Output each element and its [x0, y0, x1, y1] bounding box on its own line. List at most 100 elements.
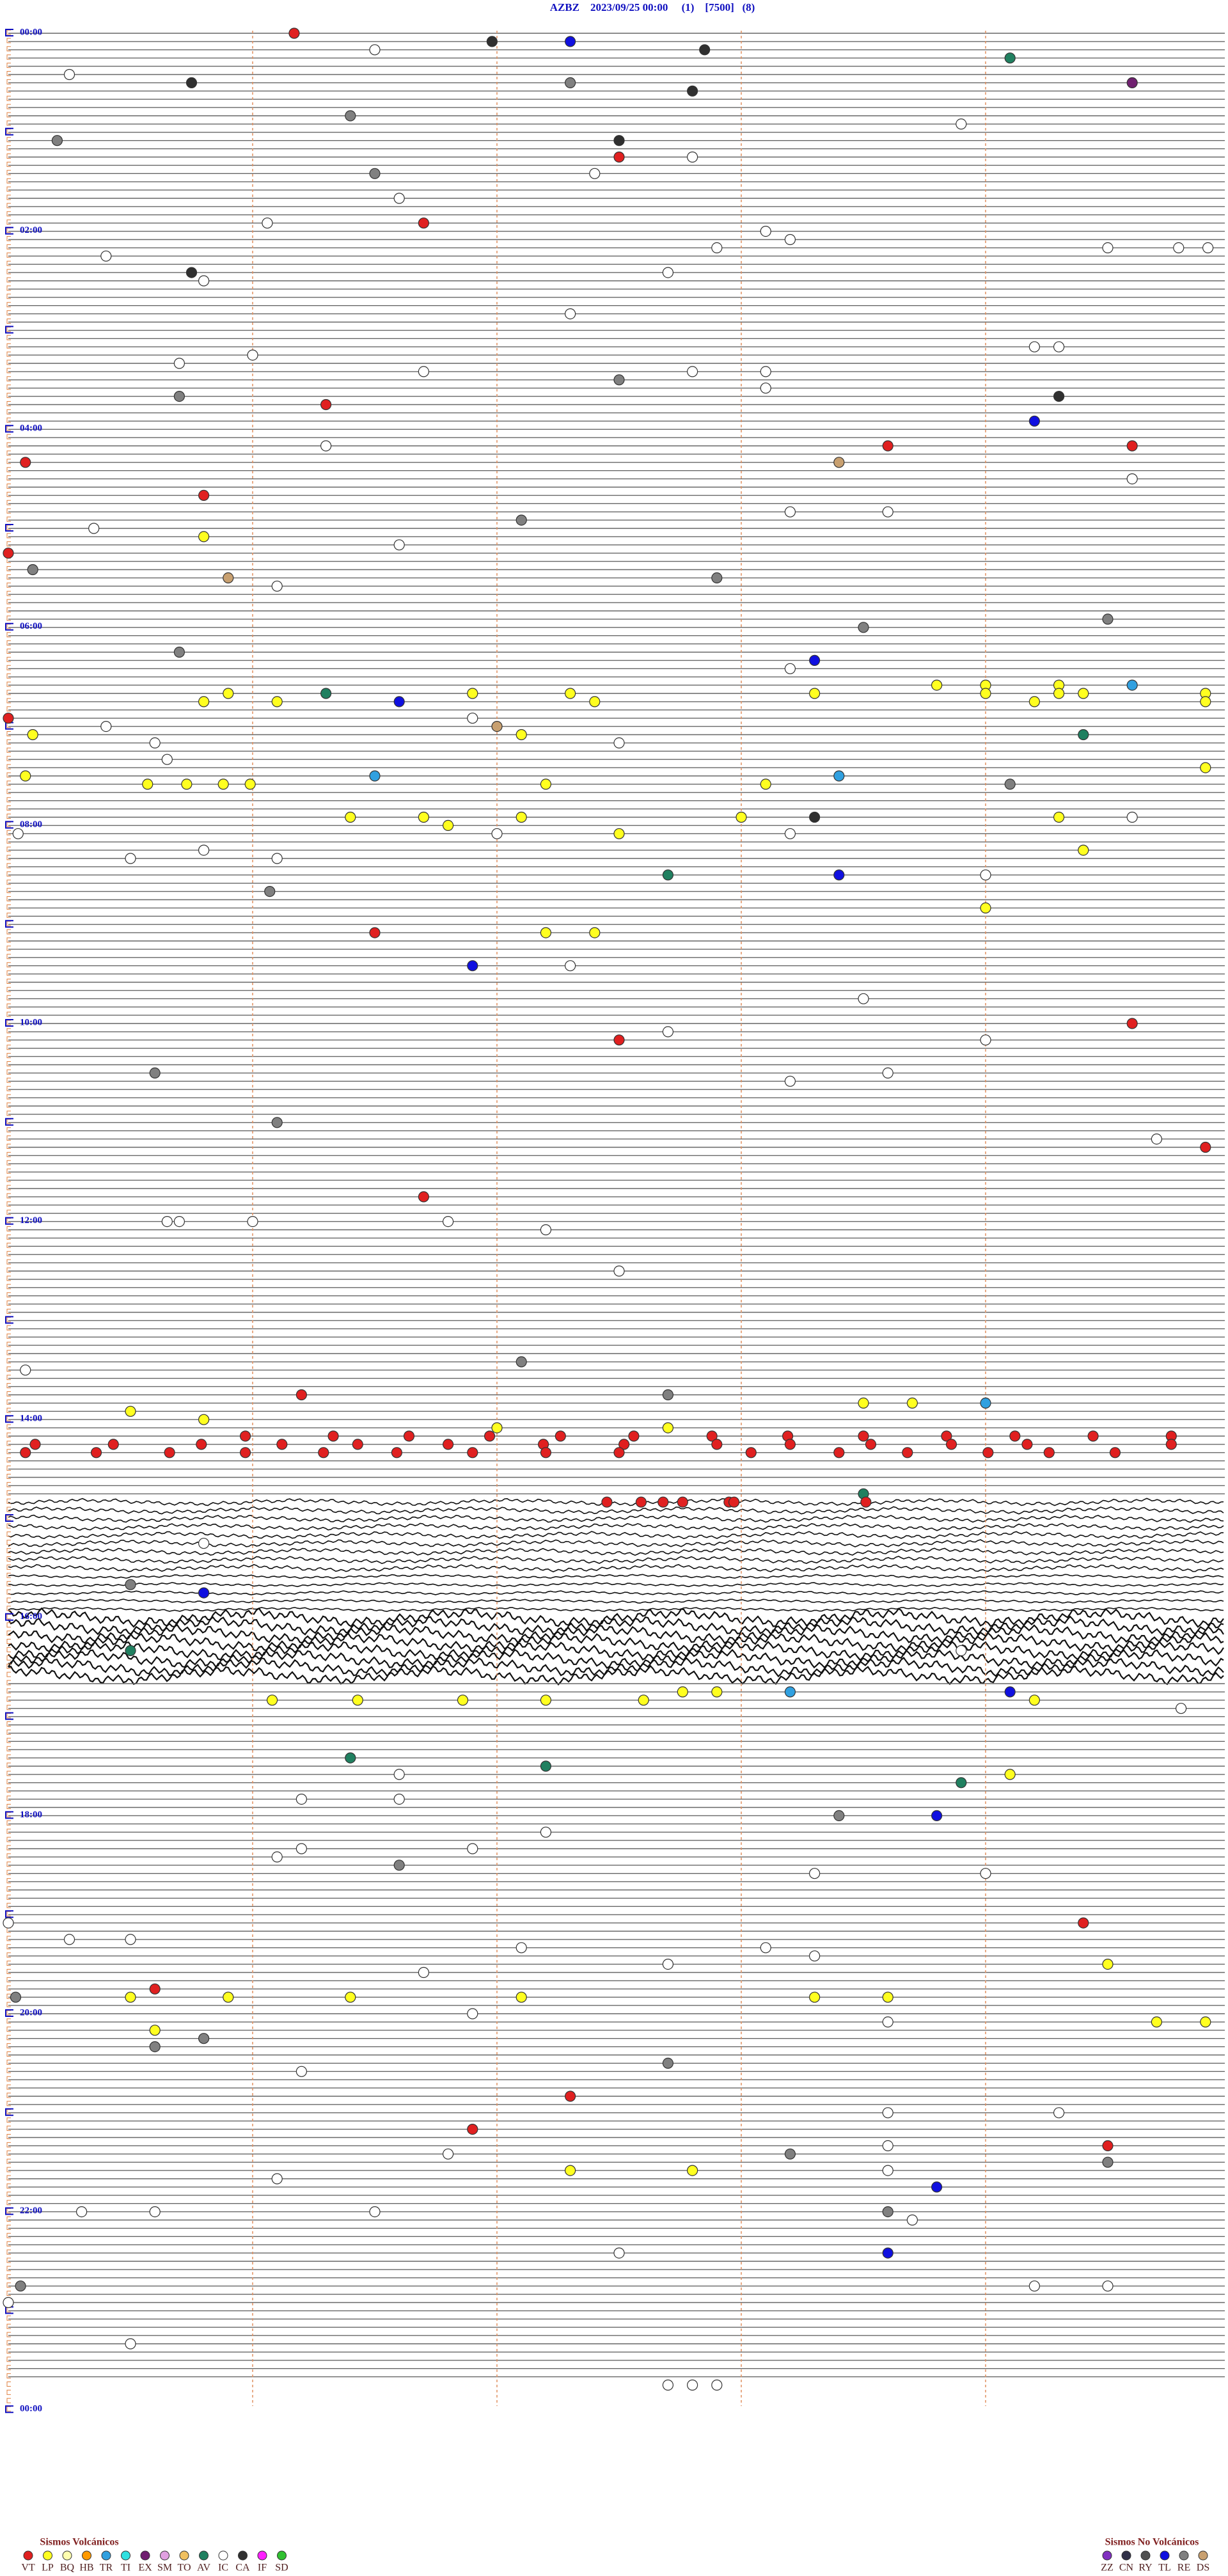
- event: [564, 308, 576, 320]
- event: [1043, 1447, 1055, 1458]
- legend-swatch: [238, 2550, 248, 2561]
- row-tick: [6, 615, 11, 621]
- event: [540, 1760, 552, 1772]
- event: [736, 811, 747, 823]
- row-tick: [6, 1796, 11, 1801]
- row-tick: [6, 1531, 11, 1537]
- legend-label: TL: [1158, 2563, 1171, 2573]
- event: [516, 514, 527, 526]
- event: [125, 1405, 136, 1417]
- row-tick: [6, 1969, 11, 1974]
- legend-swatch: [1198, 2550, 1208, 2561]
- row-tick: [6, 1094, 11, 1100]
- event: [239, 1447, 251, 1458]
- row-tick: [6, 2092, 11, 2098]
- row-tick: [6, 384, 11, 390]
- row-tick: [6, 772, 11, 778]
- event: [711, 1439, 723, 1450]
- row-tick: [6, 764, 11, 770]
- event: [198, 1538, 210, 1549]
- trace: [8, 1514, 1224, 1523]
- event: [662, 1959, 674, 1970]
- event: [393, 1794, 405, 1805]
- row-tick: [6, 2134, 11, 2139]
- event: [1102, 613, 1114, 625]
- event: [1053, 688, 1065, 699]
- event: [784, 2148, 796, 2160]
- event: [662, 2379, 674, 2391]
- row-tick: [6, 376, 11, 382]
- row-tick: [6, 1581, 11, 1586]
- row-tick: [6, 1614, 11, 1620]
- row-tick: [6, 1028, 11, 1034]
- event: [613, 151, 625, 163]
- row-tick: [6, 673, 11, 679]
- trace: [8, 1539, 1224, 1548]
- event: [613, 737, 625, 749]
- event: [882, 440, 893, 452]
- event: [956, 1777, 967, 1789]
- row-tick: [6, 838, 11, 844]
- trace: [8, 1497, 1224, 1506]
- row-tick: [6, 1383, 11, 1389]
- row-tick: [6, 962, 11, 968]
- row-tick: [6, 1466, 11, 1471]
- event: [858, 622, 869, 633]
- event: [784, 233, 796, 246]
- hour-marker: [5, 2207, 13, 2215]
- hour-label: 10:00: [20, 1017, 42, 1027]
- hour-label: 02:00: [20, 225, 42, 235]
- row-tick: [6, 219, 11, 225]
- trace: [8, 1590, 1224, 1596]
- row-tick: [6, 211, 11, 217]
- event: [540, 1224, 552, 1236]
- row-tick: [6, 2373, 11, 2379]
- hour-marker: [5, 622, 13, 631]
- row-tick: [6, 1432, 11, 1438]
- event: [173, 646, 185, 658]
- row-tick: [6, 112, 11, 118]
- event: [271, 2173, 283, 2185]
- row-tick: [6, 929, 11, 935]
- event: [1078, 729, 1089, 741]
- event: [15, 2280, 26, 2292]
- event: [27, 729, 38, 741]
- event: [635, 1496, 647, 1508]
- row-tick: [6, 1870, 11, 1876]
- row-tick: [6, 2282, 11, 2288]
- row-tick: [6, 1498, 11, 1504]
- row-tick: [6, 1828, 11, 1834]
- row-tick: [6, 2158, 11, 2164]
- row-tick: [6, 1391, 11, 1396]
- event: [3, 1917, 14, 1929]
- event: [728, 1496, 740, 1508]
- row-tick: [6, 79, 11, 84]
- row-tick: [6, 1911, 11, 1916]
- row-tick: [6, 2382, 11, 2387]
- event: [613, 135, 625, 146]
- trace: [8, 1564, 1224, 1572]
- event: [1028, 2280, 1041, 2292]
- row-tick: [6, 871, 11, 877]
- event: [833, 869, 845, 881]
- event: [149, 1067, 161, 1079]
- event: [20, 1447, 31, 1458]
- row-tick: [6, 2315, 11, 2321]
- row-tick: [6, 1762, 11, 1768]
- event: [882, 2247, 893, 2259]
- row-tick: [6, 525, 11, 530]
- row-tick: [6, 2224, 11, 2230]
- legend-label: DS: [1197, 2563, 1209, 2573]
- row-tick: [6, 1961, 11, 1966]
- event: [27, 564, 38, 576]
- event: [223, 688, 234, 699]
- row-tick: [6, 1325, 11, 1331]
- event: [589, 696, 601, 707]
- hour-marker: [5, 1415, 13, 1423]
- event: [677, 1496, 688, 1508]
- row-tick: [6, 590, 11, 596]
- legend-swatch: [179, 2550, 189, 2561]
- event: [1021, 1439, 1033, 1450]
- event: [149, 2025, 161, 2036]
- row-tick: [6, 2323, 11, 2329]
